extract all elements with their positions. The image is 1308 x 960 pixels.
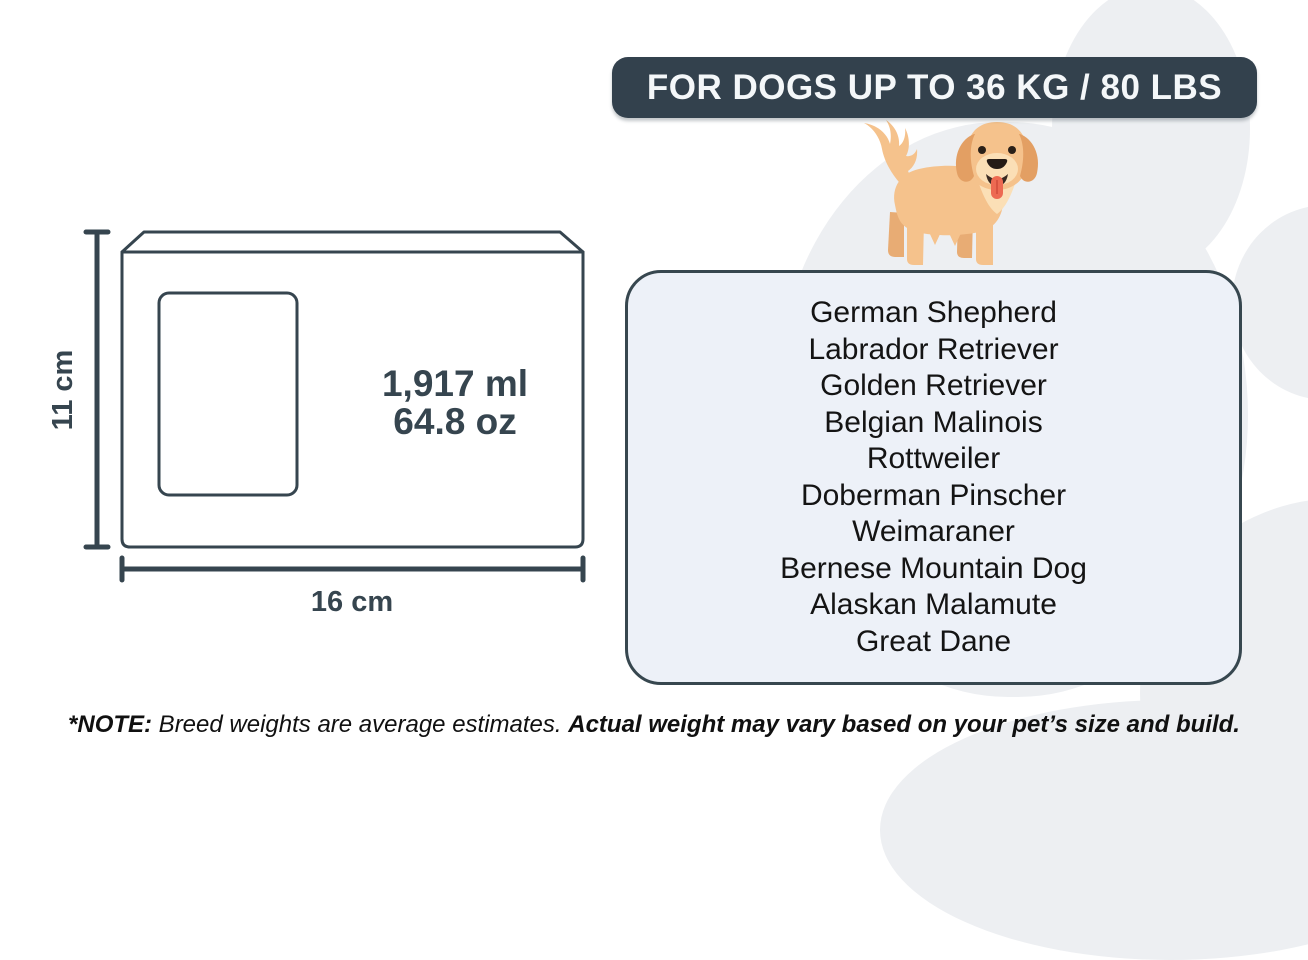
breed-item: Golden Retriever — [820, 369, 1047, 402]
breed-item: Bernese Mountain Dog — [780, 551, 1087, 585]
bowl-dimension-diagram: 1,917 ml 64.8 oz 11 cm 16 cm — [47, 229, 586, 618]
note-text: *NOTE: Breed weights are average estimat… — [0, 711, 1308, 739]
golden-retriever-icon — [864, 120, 1039, 265]
breed-item: Great Dane — [855, 624, 1012, 658]
paw-pad-shape — [880, 700, 1308, 960]
capacity-oz-label: 64.8 oz — [393, 401, 516, 442]
width-dimension-line — [119, 555, 586, 583]
capacity-ml-label: 1,917 ml — [382, 363, 528, 404]
breed-item: Labrador Retriever — [808, 332, 1059, 366]
capacity-banner: FOR DOGS UP TO 36 KG / 80 LBS — [612, 57, 1257, 118]
breed-item: German Shepherd — [810, 296, 1057, 329]
breed-item: Rottweiler — [866, 442, 1001, 475]
note-body: Breed weights are average estimates. — [152, 711, 569, 738]
height-label: 11 cm — [47, 350, 79, 431]
breed-item: Weimaraner — [852, 515, 1015, 548]
box-window — [157, 291, 299, 497]
height-dimension-line — [83, 229, 111, 550]
breed-item: Doberman Pinscher — [800, 478, 1067, 512]
breed-item: Alaskan Malamute — [810, 588, 1057, 621]
breed-item: Belgian Malinois — [824, 405, 1043, 439]
note-emphasis: Actual weight may vary based on your pet… — [568, 711, 1240, 738]
width-label: 16 cm — [311, 586, 393, 618]
note-prefix: *NOTE: — [68, 711, 153, 738]
breed-list-panel: German Shepherd Labrador Retriever Golde… — [625, 270, 1242, 685]
box-top-face — [120, 230, 585, 254]
capacity-banner-label: FOR DOGS UP TO 36 KG / 80 LBS — [646, 67, 1223, 107]
